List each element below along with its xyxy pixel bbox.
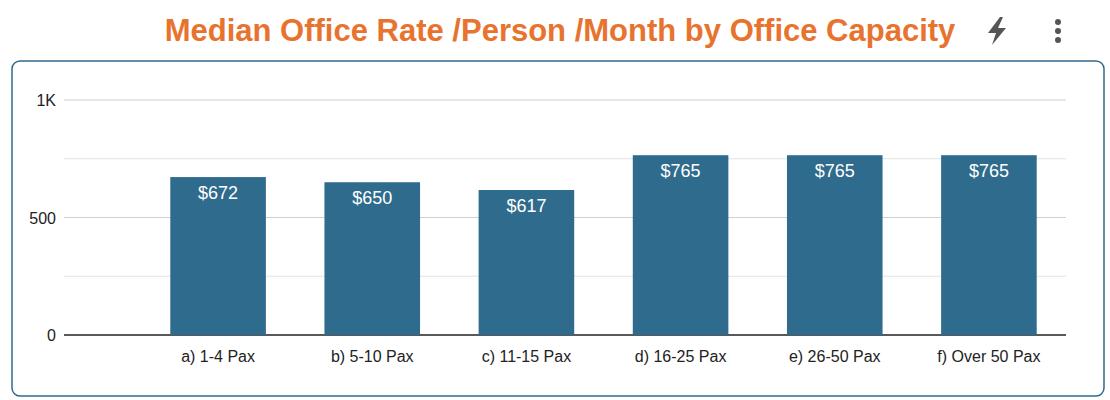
bar[interactable] <box>170 177 266 335</box>
chart-title: Median Office Rate /Person /Month by Off… <box>165 13 956 48</box>
menu-dot[interactable] <box>1055 19 1061 25</box>
menu-dot[interactable] <box>1055 37 1061 43</box>
labels: $672 a) 1-4 Pax $650 b) 5-10 Pax $617 c) 11-1… <box>181 161 1040 365</box>
x-tick-label: f) Over 50 Pax <box>937 348 1040 365</box>
x-tick-label: c) 11-15 Pax <box>482 348 572 365</box>
chart-container: Median Office Rate /Person /Month by Off… <box>0 0 1110 400</box>
x-tick-label: b) 5-10 Pax <box>331 348 414 365</box>
y-tick-label: 1K <box>36 92 56 109</box>
bars <box>170 155 1036 335</box>
data-label: $765 <box>969 161 1009 181</box>
bar[interactable] <box>479 190 575 335</box>
data-label: $765 <box>661 161 701 181</box>
x-tick-label: a) 1-4 Pax <box>181 348 255 365</box>
menu-dot[interactable] <box>1055 28 1061 34</box>
menu-icon[interactable] <box>1055 19 1061 43</box>
bar[interactable] <box>941 155 1037 335</box>
x-tick-label: d) 16-25 Pax <box>635 348 727 365</box>
y-tick-label: 0 <box>47 327 56 344</box>
lightning-icon[interactable] <box>988 17 1006 45</box>
bar[interactable] <box>633 155 729 335</box>
grid-line <box>64 100 1066 101</box>
data-label: $672 <box>198 183 238 203</box>
bar[interactable] <box>324 182 420 335</box>
x-tick-label: e) 26-50 Pax <box>789 348 881 365</box>
data-label: $617 <box>506 196 546 216</box>
data-label: $650 <box>352 188 392 208</box>
data-label: $765 <box>815 161 855 181</box>
bar[interactable] <box>787 155 883 335</box>
grid <box>64 100 1066 335</box>
chart-frame <box>12 61 1104 396</box>
y-tick-label: 500 <box>29 210 56 227</box>
chart-svg: Median Office Rate /Person /Month by Off… <box>0 0 1110 400</box>
minor-grid-line <box>64 158 1066 159</box>
